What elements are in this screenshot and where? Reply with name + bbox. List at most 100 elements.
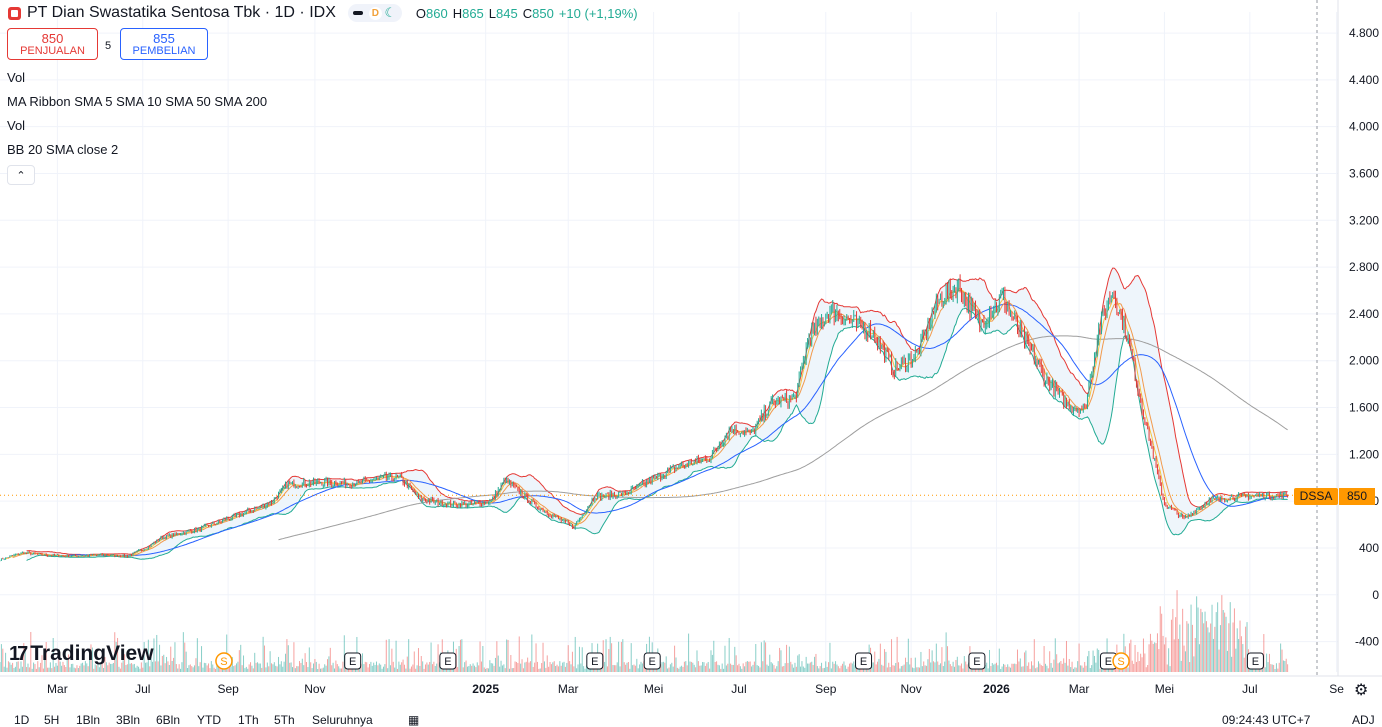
volume-bar	[963, 656, 965, 672]
indicator-bollinger[interactable]: BB 20 SMA close 2	[7, 142, 119, 157]
volume-bar	[1201, 612, 1203, 672]
volume-bar	[702, 661, 704, 672]
buy-button[interactable]: 855 PEMBELIAN	[120, 28, 208, 60]
symbol-title[interactable]: PT Dian Swastatika Sentosa Tbk · 1D · ID…	[27, 4, 336, 21]
volume-bar	[517, 662, 519, 672]
range-5h[interactable]: 5H	[44, 713, 60, 727]
marker-label: E	[860, 656, 867, 668]
volume-bar	[44, 659, 46, 672]
volume-bar	[633, 664, 635, 672]
volume-bar	[581, 647, 583, 672]
volume-bar	[1222, 610, 1224, 672]
adjust-toggle[interactable]: ADJ	[1352, 713, 1375, 727]
volume-bar	[1016, 649, 1018, 672]
moon-icon: ☾	[384, 5, 397, 20]
volume-bar	[800, 666, 802, 672]
volume-bar	[433, 661, 435, 672]
volume-bar	[357, 667, 359, 672]
market-status-pills[interactable]: D ☾	[347, 4, 402, 22]
volume-bar	[899, 668, 901, 672]
volume-bar	[814, 656, 816, 672]
volume-bar	[1203, 623, 1205, 672]
volume-bar	[1042, 665, 1044, 672]
volume-bar	[1095, 662, 1097, 672]
volume-bar	[674, 645, 676, 672]
indicator-volume-2[interactable]: Vol	[7, 118, 26, 133]
volume-bar	[818, 668, 820, 672]
marker-label: E	[649, 656, 656, 668]
volume-bar	[1224, 612, 1226, 672]
sma-10-line	[12, 289, 1288, 559]
volume-bar	[919, 667, 921, 672]
range-3bln[interactable]: 3Bln	[116, 713, 141, 727]
chart-header: PT Dian Swastatika Sentosa Tbk · 1D · ID…	[8, 3, 638, 23]
volume-bar	[913, 668, 915, 672]
volume-bar	[297, 666, 299, 672]
volume-bar	[640, 661, 642, 672]
settings-gear-icon[interactable]: ⚙	[1354, 682, 1369, 699]
volume-bar	[75, 668, 77, 672]
volume-bar	[893, 665, 895, 672]
volume-bar	[0, 644, 2, 672]
volume-bar	[26, 667, 28, 672]
volume-bar	[637, 668, 639, 672]
range-5th[interactable]: 5Th	[274, 713, 295, 727]
volume-bar	[1205, 621, 1207, 672]
volume-bar	[518, 636, 520, 672]
volume-bar	[647, 668, 649, 672]
volume-bar	[1015, 664, 1017, 672]
volume-bar	[252, 668, 254, 672]
volume-bar	[261, 667, 263, 672]
volume-bar	[293, 642, 295, 672]
earnings-marker	[1246, 652, 1264, 670]
volume-bar	[157, 661, 159, 672]
indicator-volume[interactable]: Vol	[7, 70, 26, 85]
volume-bar	[100, 663, 102, 672]
indicator-ma-ribbon[interactable]: MA Ribbon SMA 5 SMA 10 SMA 50 SMA 200	[7, 94, 268, 109]
volume-bar	[588, 668, 590, 672]
volume-bar	[629, 668, 631, 672]
volume-bar	[325, 665, 327, 672]
volume-bar	[1176, 590, 1178, 672]
volume-bar	[618, 641, 620, 672]
calendar-icon[interactable]: ▦	[408, 713, 420, 727]
volume-bar	[972, 668, 974, 672]
volume-bar	[153, 638, 155, 672]
volume-bar	[170, 646, 172, 672]
volume-bar	[1159, 606, 1161, 672]
volume-bar	[403, 664, 405, 672]
volume-bar	[1148, 644, 1150, 672]
volume-bar	[842, 663, 844, 672]
volume-bar	[801, 661, 803, 672]
volume-bar	[623, 662, 625, 672]
volume-bar	[374, 664, 376, 672]
tradingview-logo[interactable]: 17 TradingView	[9, 642, 154, 666]
range-all[interactable]: Seluruhnya	[312, 713, 373, 727]
volume-bar	[83, 665, 85, 672]
range-ytd[interactable]: YTD	[197, 713, 221, 727]
marker-label: E	[1105, 656, 1112, 668]
volume-bar	[479, 641, 481, 672]
range-6bln[interactable]: 6Bln	[156, 713, 181, 727]
volume-bar	[710, 650, 712, 672]
volume-bar	[1280, 643, 1282, 672]
volume-bar	[216, 662, 218, 672]
volume-bar	[1040, 665, 1042, 672]
range-1th[interactable]: 1Th	[238, 713, 259, 727]
volume-bar	[605, 639, 607, 672]
x-axis: Mar Jul Sep Nov 2025 Mar Mei Jul Sep Nov 2026 Mar Me…	[0, 675, 1382, 696]
volume-bar	[163, 654, 165, 672]
sell-button[interactable]: 850 PENJUALAN	[7, 28, 98, 60]
volume-bar	[490, 663, 492, 672]
range-1bln[interactable]: 1Bln	[76, 713, 101, 727]
volume-bar	[662, 661, 664, 672]
volume-bar	[1218, 649, 1220, 672]
range-1d[interactable]: 1D	[14, 713, 30, 727]
volume-bar	[1046, 665, 1048, 672]
collapse-indicators-button[interactable]: ⌃	[7, 165, 35, 185]
volume-bar	[472, 663, 474, 672]
volume-bar	[1235, 648, 1237, 672]
volume-bar	[902, 665, 904, 672]
spread-value: 5	[105, 40, 112, 52]
